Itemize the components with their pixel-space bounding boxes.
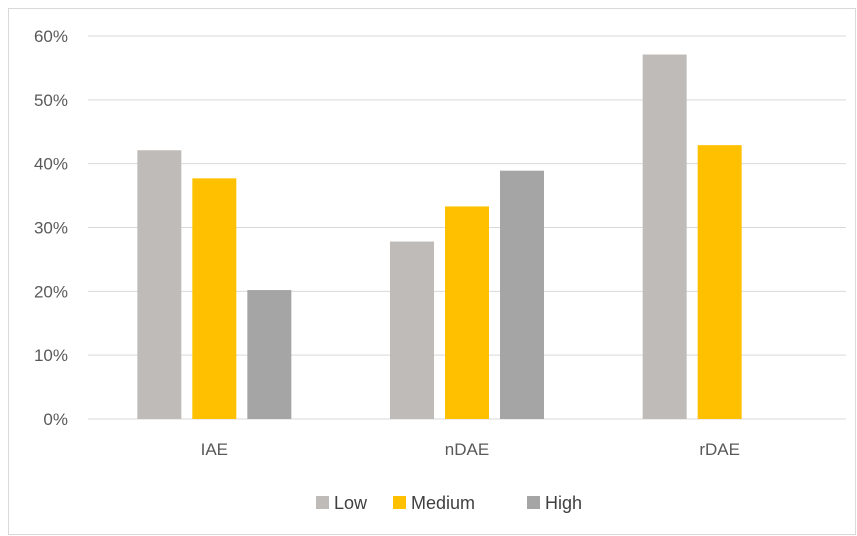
y-tick-label: 40% [34,155,68,174]
x-axis-tick-labels: IAE nDAE rDAE [201,440,740,459]
legend-swatch-medium [393,496,406,509]
y-axis-tick-labels: 0% 10% 20% 30% 40% 50% 60% [34,27,68,429]
legend-swatch-high [527,496,540,509]
y-tick-label: 0% [43,410,68,429]
y-tick-label: 20% [34,282,68,301]
y-tick-label: 50% [34,91,68,110]
bars [137,54,742,420]
x-tick-label: IAE [201,440,228,459]
legend-label-low: Low [334,493,368,513]
legend-label-medium: Medium [411,493,475,513]
legend-label-high: High [545,493,582,513]
bar-low-ndae [390,241,434,419]
y-tick-label: 60% [34,27,68,46]
bar-high-ndae [500,170,544,419]
y-tick-label: 10% [34,346,68,365]
bar-low-iae [137,150,182,420]
legend-swatch-low [316,496,329,509]
bar-low-rdae [642,54,687,420]
bar-medium-rdae [697,145,742,419]
legend: Low Medium High [316,493,582,513]
bar-high-iae [247,290,292,419]
bar-medium-ndae [445,206,489,419]
bar-medium-iae [192,178,237,419]
x-tick-label: rDAE [699,440,740,459]
y-tick-label: 30% [34,219,68,238]
x-tick-label: nDAE [445,440,489,459]
